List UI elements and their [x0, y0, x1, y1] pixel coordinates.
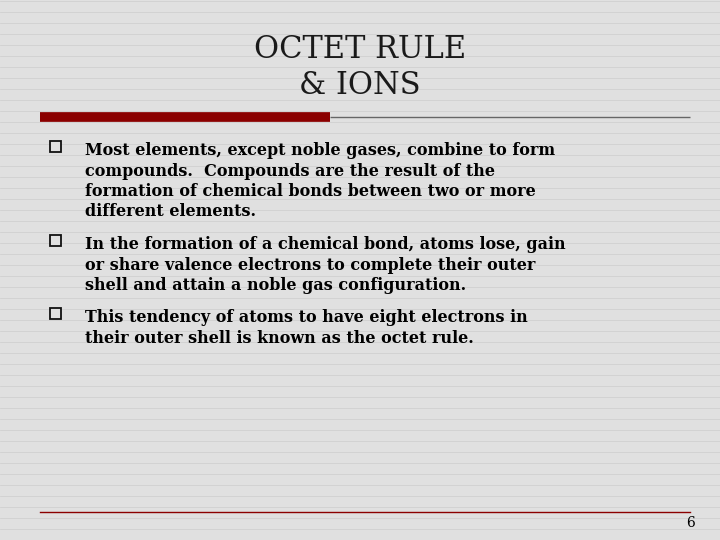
Text: compounds.  Compounds are the result of the: compounds. Compounds are the result of t…	[85, 163, 495, 179]
Text: 6: 6	[686, 516, 695, 530]
Text: formation of chemical bonds between two or more: formation of chemical bonds between two …	[85, 183, 536, 200]
Text: different elements.: different elements.	[85, 204, 256, 220]
Text: Most elements, except noble gases, combine to form: Most elements, except noble gases, combi…	[85, 142, 555, 159]
Bar	[50, 308, 60, 319]
Text: shell and attain a noble gas configuration.: shell and attain a noble gas configurati…	[85, 277, 466, 294]
Bar	[50, 140, 60, 152]
Text: This tendency of atoms to have eight electrons in: This tendency of atoms to have eight ele…	[85, 309, 528, 327]
Text: & IONS: & IONS	[300, 70, 420, 100]
Bar	[50, 234, 60, 246]
Text: OCTET RULE: OCTET RULE	[254, 35, 466, 65]
Text: their outer shell is known as the octet rule.: their outer shell is known as the octet …	[85, 330, 474, 347]
Text: In the formation of a chemical bond, atoms lose, gain: In the formation of a chemical bond, ato…	[85, 236, 566, 253]
Text: or share valence electrons to complete their outer: or share valence electrons to complete t…	[85, 256, 536, 273]
